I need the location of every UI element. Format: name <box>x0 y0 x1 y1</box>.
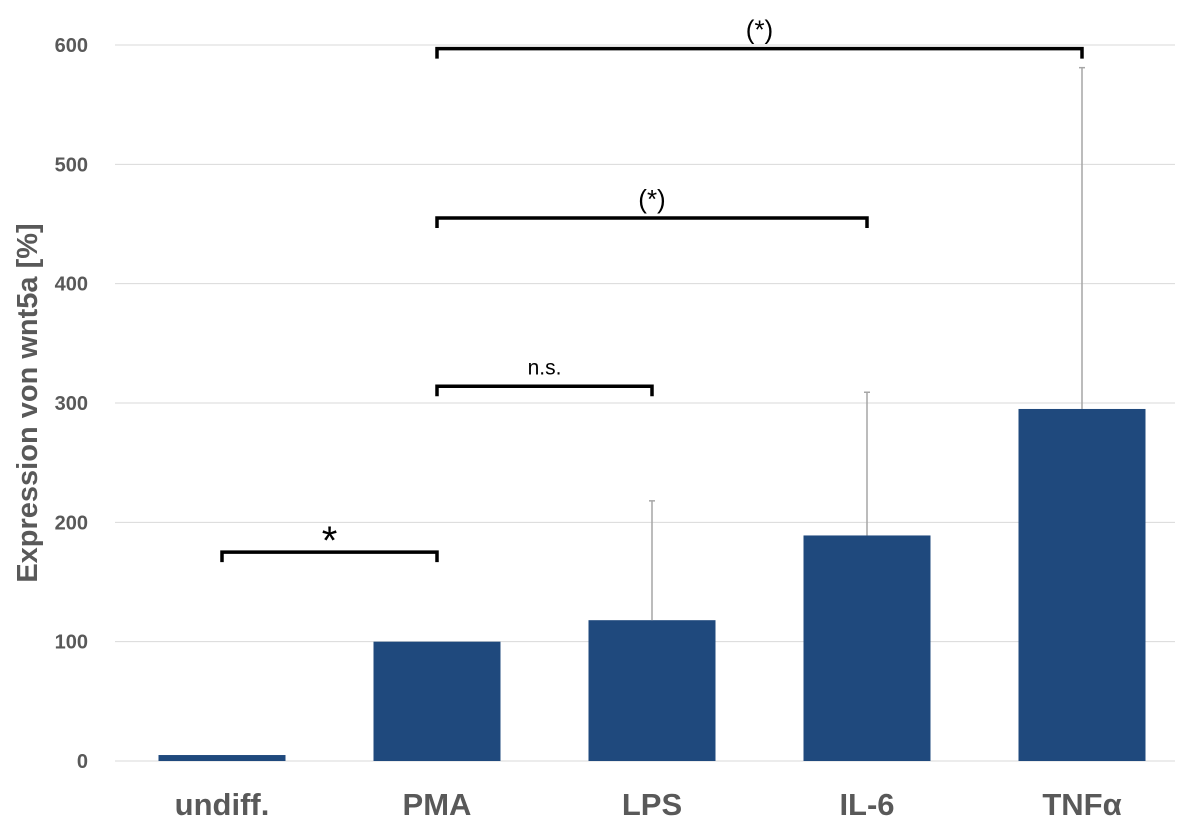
y-tick-label: 400 <box>55 274 88 296</box>
y-axis-title: Expression von wnt5a [%] <box>12 223 44 582</box>
bracket-line <box>435 216 869 229</box>
x-category-label: PMA <box>403 787 472 822</box>
y-tick-label: 300 <box>55 393 88 415</box>
bracket-line <box>435 46 1084 59</box>
bracket-line <box>435 384 654 397</box>
significance-label: * <box>322 519 338 563</box>
bar <box>158 755 286 761</box>
error-bars <box>649 66 1085 621</box>
significance-label: (*) <box>638 184 665 214</box>
y-axis-tick-labels: 0 100 200 300 400 500 600 <box>55 35 88 773</box>
bar <box>373 641 501 761</box>
bar <box>803 535 931 761</box>
significance-label: n.s. <box>528 356 562 379</box>
y-tick-label: 600 <box>55 35 88 57</box>
x-category-label: TNFα <box>1042 787 1121 822</box>
x-category-label: undiff. <box>175 787 270 822</box>
significance-bracket: (*) <box>435 184 869 229</box>
x-axis-category-labels: undiff. PMA LPS IL-6 TNFα <box>175 787 1122 822</box>
y-tick-label: 200 <box>55 512 88 534</box>
y-tick-label: 500 <box>55 154 88 176</box>
significance-bracket: (*) <box>435 15 1084 59</box>
bar <box>1018 408 1146 761</box>
significance-brackets: * n.s. (*) (*) <box>220 15 1084 563</box>
y-tick-label: 100 <box>55 632 88 654</box>
significance-bracket: * <box>220 519 439 563</box>
x-category-label: IL-6 <box>839 787 894 822</box>
significance-bracket: n.s. <box>435 356 654 397</box>
significance-label: (*) <box>746 15 773 45</box>
bars <box>158 408 1146 761</box>
bracket-line <box>220 550 439 563</box>
x-category-label: LPS <box>622 787 682 822</box>
bar <box>588 620 716 761</box>
gridlines <box>115 44 1175 762</box>
y-tick-label: 0 <box>77 751 88 773</box>
